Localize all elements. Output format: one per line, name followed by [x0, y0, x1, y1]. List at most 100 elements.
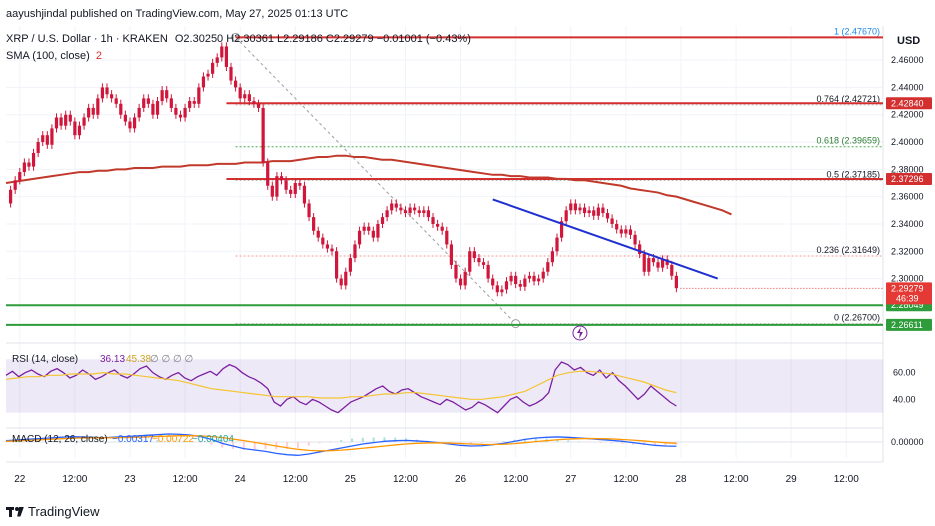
time-tick-label: 26: [455, 474, 467, 485]
macd-histogram-bar: [210, 442, 213, 445]
candle-body: [13, 180, 17, 190]
candle-body: [413, 207, 417, 211]
candle-body: [146, 98, 150, 104]
candle-body: [537, 278, 541, 282]
candle-body: [509, 275, 513, 282]
macd-histogram-bar: [253, 442, 256, 450]
tradingview-brand[interactable]: TradingView: [6, 504, 100, 519]
macd-histogram-bar: [524, 438, 527, 442]
macd-histogram-bar: [5, 441, 7, 442]
candle-body: [8, 189, 13, 204]
macd-histogram-bar: [80, 440, 83, 442]
candle-body: [275, 176, 279, 197]
sma-legend[interactable]: SMA (100, close) 2: [6, 50, 102, 62]
candle-body: [472, 251, 476, 259]
candle-body: [619, 229, 623, 234]
macd-histogram-bar: [113, 441, 116, 442]
candle-body: [64, 114, 68, 126]
candle-body: [344, 271, 348, 286]
candle-body: [403, 210, 408, 214]
candle-body: [59, 117, 63, 126]
sma-layer: [5, 154, 732, 216]
time-tick-label: 29: [786, 474, 798, 485]
drawing-overlays: [492, 198, 883, 341]
candle-body: [68, 114, 72, 122]
candle-body: [633, 234, 637, 245]
macd-histogram-bar: [340, 439, 343, 442]
macd-line: [5, 433, 677, 456]
time-tick-label: 22: [14, 474, 26, 485]
candle-body: [527, 275, 532, 279]
candle-body: [220, 46, 224, 58]
macd-histogram-bar: [188, 441, 191, 442]
candle-body: [325, 244, 330, 249]
candle-body: [449, 244, 453, 265]
time-tick-label: 27: [565, 474, 577, 485]
time-axis[interactable]: 22 12:00 23 12:00 24 12:00 25 12:00 26 12:00 27 12:…: [14, 474, 859, 485]
published-caption: aayushjindal published on TradingView.co…: [6, 8, 349, 20]
resistance-1-badge: [886, 97, 932, 110]
candle-body: [390, 203, 394, 211]
candle-body: [238, 87, 242, 99]
macd-histogram-bar: [351, 438, 354, 442]
candle-body: [330, 248, 334, 252]
candle-body: [224, 46, 229, 67]
macd-histogram-bar: [664, 442, 667, 446]
time-tick-label: 12:00: [173, 474, 198, 485]
candle-body: [252, 101, 256, 104]
macd-histogram-bar: [69, 440, 72, 442]
candle-body: [495, 285, 499, 293]
time-tick-label: 23: [124, 474, 136, 485]
candle-body: [357, 230, 362, 245]
candle-body: [151, 103, 155, 115]
candle-body: [298, 183, 302, 186]
candle-body: [119, 103, 123, 115]
candle-body: [307, 203, 311, 218]
candle-body: [197, 87, 201, 104]
candle-body: [550, 251, 555, 263]
macd-histogram-bar: [37, 440, 40, 442]
candle-body: [348, 258, 352, 272]
candle-body: [628, 229, 633, 235]
candle-body: [50, 128, 54, 145]
candle-body: [445, 230, 449, 245]
candle-body: [334, 251, 339, 279]
rsi-ma-line: [5, 370, 677, 400]
candle-body: [73, 121, 77, 136]
candle-body: [128, 121, 132, 129]
resistance-2-badge: [886, 172, 932, 185]
horizontal-levels: [6, 36, 883, 326]
candle-body: [201, 76, 206, 88]
price-axis[interactable]: 2.46000 2.44000 2.42000 2.40000 2.38000 2.360…: [886, 55, 932, 447]
candle-body: [587, 210, 591, 214]
time-tick-label: 12:00: [283, 474, 308, 485]
macd-histogram-bar: [578, 441, 581, 442]
macd-histogram-bar: [156, 440, 159, 442]
candle-body: [367, 226, 371, 231]
macd-histogram-bar: [178, 440, 181, 442]
time-tick-label: 12:00: [613, 474, 638, 485]
macd-histogram-bar: [394, 437, 397, 442]
macd-histogram-bar: [134, 440, 137, 442]
macd-histogram-bar: [675, 442, 678, 445]
time-tick-label: 12:00: [393, 474, 418, 485]
candle-body: [302, 185, 307, 204]
symbol-legend[interactable]: XRP / U.S. Dollar · 1h · KRAKEN O2.30250…: [6, 33, 471, 45]
candle-body: [22, 162, 26, 173]
candle-body: [573, 203, 577, 211]
candle-body: [188, 101, 192, 108]
candle-body: [256, 103, 261, 108]
candle-body: [417, 210, 421, 214]
macd-histogram-bar: [588, 442, 591, 443]
candle-body: [54, 117, 59, 129]
price-tick-label: 2.36000: [891, 192, 924, 202]
time-tick-label: 12:00: [62, 474, 87, 485]
candle-body: [247, 94, 251, 102]
candle-body: [142, 98, 146, 108]
macd-histogram-bar: [123, 441, 126, 442]
candle-body: [36, 142, 40, 153]
macd-histogram-bar: [286, 442, 289, 449]
resistance-1-badge-text: 2.42840: [891, 98, 924, 108]
macd-histogram-bar: [91, 441, 94, 442]
